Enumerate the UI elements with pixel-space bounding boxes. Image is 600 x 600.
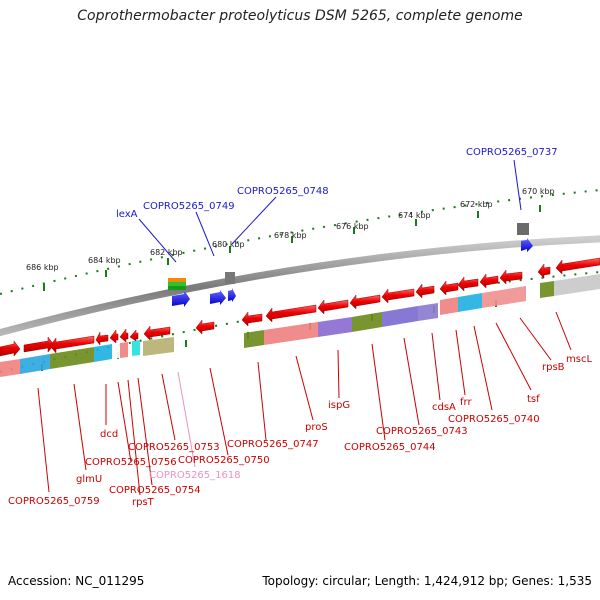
genome-backbone [0,235,600,337]
scale-label-674: 674 kbp [398,211,431,220]
gene-label-copro5265-0747[interactable]: COPRO5265_0747 [227,439,319,450]
gene-label-pros[interactable]: proS [305,422,328,433]
gene-label-frr[interactable]: frr [460,397,472,408]
genome-title: Coprothermobacter proteolyticus DSM 5265… [77,8,523,24]
scale-label-676: 676 kbp [336,222,369,231]
gene-label-copro5265-0750[interactable]: COPRO5265_0750 [178,455,270,466]
gene-arrows-upper [168,223,533,307]
gene-label-copro5265-0753[interactable]: COPRO5265_0753 [128,442,220,453]
gene-label-copro5265-0737[interactable]: COPRO5265_0737 [466,147,558,158]
gene-label-copro5265-0740[interactable]: COPRO5265_0740 [448,414,540,425]
genome-summary-text: Topology: circular; Length: 1,424,912 bp… [262,574,592,588]
gene-label-glmu[interactable]: glmU [76,474,102,485]
gene-label-dcd[interactable]: dcd [100,429,118,440]
gene-label-tsf[interactable]: tsf [527,394,540,405]
gene-arrows-lower [0,257,600,357]
scale-track [0,189,600,373]
gene-label-copro5265-0756[interactable]: COPRO5265_0756 [85,457,177,468]
accession-text: Accession: NC_011295 [8,574,145,588]
gene-label-lexa[interactable]: lexA [116,209,138,220]
scale-label-678: 678 kbp [274,231,307,240]
gene-label-copro5265-0754[interactable]: COPRO5265_0754 [109,485,201,496]
gene-label-rpsb[interactable]: rpsB [542,362,565,373]
gene-label-ispg[interactable]: ispG [328,400,350,411]
gene-label-rpst[interactable]: rpsT [132,497,155,508]
gene-label-copro5265-0743[interactable]: COPRO5265_0743 [376,426,468,437]
gene-label-copro5265-0744[interactable]: COPRO5265_0744 [344,442,436,453]
scale-label-680: 680 kbp [212,240,245,249]
scale-label-682: 682 kbp [150,248,183,257]
gene-label-mscl[interactable]: mscL [566,354,592,365]
scale-label-686: 686 kbp [26,263,59,272]
gene-label-copro5265-0748[interactable]: COPRO5265_0748 [237,186,329,197]
scale-label-670: 670 kbp [522,187,555,196]
gene-label-copro5265-0759[interactable]: COPRO5265_0759 [8,496,100,507]
scale-label-672: 672 kbp [460,200,493,209]
gene-label-cdsa[interactable]: cdsA [432,402,456,413]
gene-label-copro5265-0749[interactable]: COPRO5265_0749 [143,201,235,212]
feature-band-lower [0,274,600,377]
scale-label-684: 684 kbp [88,256,121,265]
gene-label-copro5265-1618[interactable]: COPRO5265_1618 [149,470,241,481]
